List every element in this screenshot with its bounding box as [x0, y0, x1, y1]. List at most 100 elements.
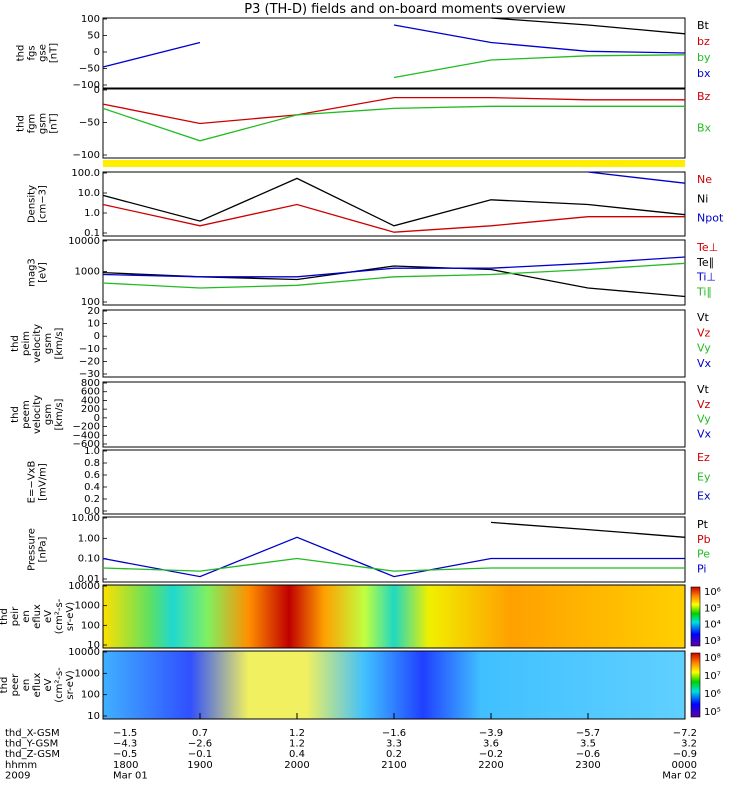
y-tick-label: −200 [73, 422, 100, 433]
panel-peim: 20 100 −10−20 −30 thd peim velocity gsm [km/s] Vt… [10, 306, 712, 380]
y-axis-label: Density [cm−3] [27, 185, 49, 223]
colorbar-tick: 10⁵ [704, 603, 721, 614]
y-tick-label: 10.00 [71, 513, 100, 524]
y-tick-label: 10.0 [78, 188, 100, 199]
series-Npot [587, 171, 686, 184]
y-tick-label: −50 [79, 118, 100, 129]
panel-peer: 10⁸ 10⁷ 10⁶ 10⁵ 10000 1000 100 10 thd peer en eflux… [0, 647, 721, 722]
y-tick-label: 0.6 [84, 470, 100, 481]
footer-row-label: hhmm [5, 760, 37, 771]
y-axis-label-line: thd [0, 677, 10, 694]
y-tick-label: 0.2 [84, 494, 100, 505]
y-tick-label: 10 [87, 711, 100, 722]
y-tick-label: 0.8 [84, 458, 100, 469]
y-tick-label: 200 [81, 404, 100, 415]
legend-entry: Pe [697, 548, 710, 561]
series-Bt [490, 17, 686, 35]
footer-value: 2100 [381, 760, 406, 771]
footer-value: −0.9 [673, 749, 697, 760]
y-tick-label: 800 [81, 378, 100, 389]
y-axis-label: mag3 [eV] [27, 258, 49, 287]
y-axis-label-line: gse [38, 44, 49, 62]
y-axis-label-line: [nT] [49, 113, 60, 133]
legend-entry: Vz [697, 398, 711, 411]
y-tick-label: 100 [81, 620, 100, 631]
y-tick-label: 10000 [68, 236, 100, 247]
footer-row-label: thd_Y-GSM [5, 739, 58, 750]
footer-value: −1.5 [113, 728, 137, 739]
y-axis-label-line: peim [21, 331, 32, 356]
y-tick-label: −30 [79, 369, 100, 380]
colorbar-tick: 10⁸ [704, 653, 721, 664]
ephemeris-footer: thd_X-GSM −1.5 0.7 1.2 −1.6 −3.9 −5.7 −7.2 thd_Y… [5, 728, 697, 781]
footer-value: −0.5 [113, 749, 137, 760]
y-tick-label: 50 [87, 31, 100, 42]
footer-value: −3.9 [479, 728, 503, 739]
legend-entry: Pi [697, 562, 706, 575]
y-axis-label-line: sr-eV) [65, 670, 76, 699]
footer-value: Mar 02 [662, 770, 697, 781]
legend-entry: Ne [697, 173, 712, 186]
footer-value: 2300 [575, 760, 600, 771]
footer-value: 3.5 [580, 739, 596, 750]
y-axis-label-line: [cm−3] [38, 185, 49, 223]
legend-entry: Ti⊥ [696, 271, 716, 284]
y-axis-label-line: [eV] [38, 262, 49, 283]
efield-frame [102, 449, 686, 515]
legend-entry: Ez [697, 451, 710, 464]
y-axis-label-line: en [21, 679, 32, 692]
panel-peir: 10⁶ 10⁵ 10⁴ 10³ 10000 1000 100 10 thd peir en eflux… [0, 581, 721, 651]
legend-entry: Vx [697, 357, 712, 370]
colorbar-tick: 10⁷ [704, 671, 721, 682]
y-axis-label-line: peer [10, 673, 21, 697]
pressure-frame [102, 516, 686, 583]
footer-value: −2.6 [188, 739, 212, 750]
legend-entry: Te⊥ [696, 241, 718, 254]
y-tick-label: 1000 [75, 267, 100, 278]
footer-value: 1.2 [289, 739, 305, 750]
y-tick-label: 0 [94, 331, 100, 342]
y-axis-label: thd peer en eflux eV (cm²-s-sr-eV) [0, 667, 76, 703]
y-axis-label-line: [km/s] [54, 398, 65, 430]
footer-value: 0.7 [192, 728, 208, 739]
series-Ne [102, 203, 685, 233]
y-axis-label-line: thd [16, 115, 27, 132]
y-axis-label-line: [nPa] [38, 536, 49, 562]
footer-row-label: thd_Z-GSM [5, 749, 60, 760]
footer-value: −4.3 [113, 739, 137, 750]
series-Pe [102, 557, 685, 572]
legend-entry: bx [697, 67, 711, 80]
y-axis-label-line: gsm [43, 333, 54, 354]
legend-entry: Ti∥ [696, 285, 712, 298]
y-tick-label: −20 [79, 356, 100, 367]
footer-value: 3.2 [681, 739, 697, 750]
y-tick-label: 0 [94, 47, 100, 58]
peer-spectrogram [103, 651, 685, 719]
density-frame [102, 171, 686, 237]
peir-spectrogram [103, 585, 685, 648]
y-axis-label-line: gsm [38, 113, 49, 134]
y-axis-label-line: eV [43, 678, 54, 691]
legend-entry: Vx [697, 427, 712, 440]
y-tick-label: 400 [81, 395, 100, 406]
y-tick-label: −50 [79, 64, 100, 75]
y-axis-label: thd peir en eflux eV (cm²-s-sr-eV) [0, 598, 76, 634]
legend-entry: Ey [697, 470, 711, 483]
y-tick-label: 100 [81, 690, 100, 701]
y-axis-label-line: thd [10, 335, 21, 352]
colorbar-tick: 10⁵ [704, 707, 721, 718]
peir-colorbar [690, 586, 701, 647]
y-axis-label-line: fgm [27, 114, 38, 134]
footer-value: 0000 [672, 760, 697, 771]
y-tick-label: 100 [81, 14, 100, 25]
legend-entry: Vz [697, 326, 711, 339]
y-tick-label: 0.0 [84, 506, 100, 517]
y-axis-label-line: thd [10, 406, 21, 423]
legend-entry: Te∥ [696, 256, 714, 269]
series-Bz [102, 96, 685, 125]
legend-entry: Bt [697, 19, 710, 32]
y-axis-label-line: [mV/m] [38, 463, 49, 501]
